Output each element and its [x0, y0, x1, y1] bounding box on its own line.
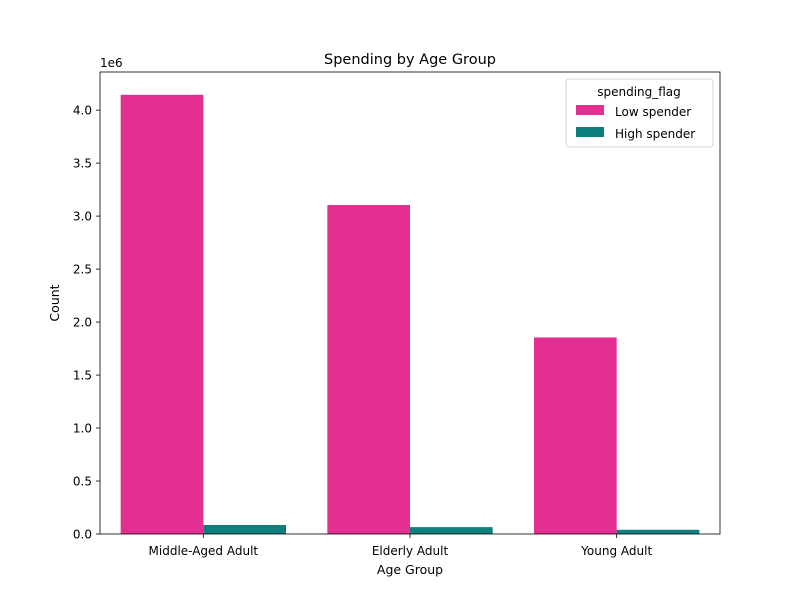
bar-high-spender-1 [410, 527, 493, 534]
y-axis-ticks: 0.0 0.5 1.0 1.5 2.0 2.5 3.0 3.5 4.0 [73, 104, 100, 542]
y-tick-label: 0.5 [73, 475, 92, 489]
y-tick-label: 1.0 [73, 422, 92, 436]
y-tick-label: 4.0 [73, 104, 92, 118]
bar-low-spender-0 [120, 94, 204, 535]
y-tick-label: 0.0 [73, 528, 92, 542]
x-axis-label: Age Group [377, 562, 443, 577]
y-tick-label: 2.0 [73, 316, 92, 330]
legend-label-high-spender: High spender [615, 127, 695, 141]
bar-high-spender-0 [203, 524, 286, 534]
plot-frame [99, 71, 721, 535]
y-tick-label: 3.5 [73, 157, 92, 171]
legend-swatch-high-spender [576, 127, 604, 137]
bar-low-spender-1 [327, 204, 410, 534]
y-axis-label: Count [47, 284, 62, 321]
y-tick-label: 1.5 [73, 369, 92, 383]
x-tick-label: Middle-Aged Adult [149, 544, 259, 558]
bars [120, 94, 700, 535]
x-axis-ticks: Middle-Aged Adult Elderly Adult Young Adul… [149, 534, 652, 558]
x-tick-label: Young Adult [580, 544, 652, 558]
legend-label-low-spender: Low spender [615, 105, 691, 119]
bar-high-spender-2 [616, 529, 700, 534]
legend: spending_flag Low spender High spender [565, 78, 714, 148]
y-tick-label: 2.5 [73, 263, 92, 277]
bar-low-spender-2 [534, 337, 617, 534]
legend-swatch-low-spender [576, 105, 604, 115]
x-tick-label: Elderly Adult [372, 544, 449, 558]
legend-title: spending_flag [597, 85, 681, 99]
y-tick-label: 3.0 [73, 210, 92, 224]
chart-title: Spending by Age Group [324, 52, 496, 68]
y-axis-offset: 1e6 [100, 56, 123, 70]
